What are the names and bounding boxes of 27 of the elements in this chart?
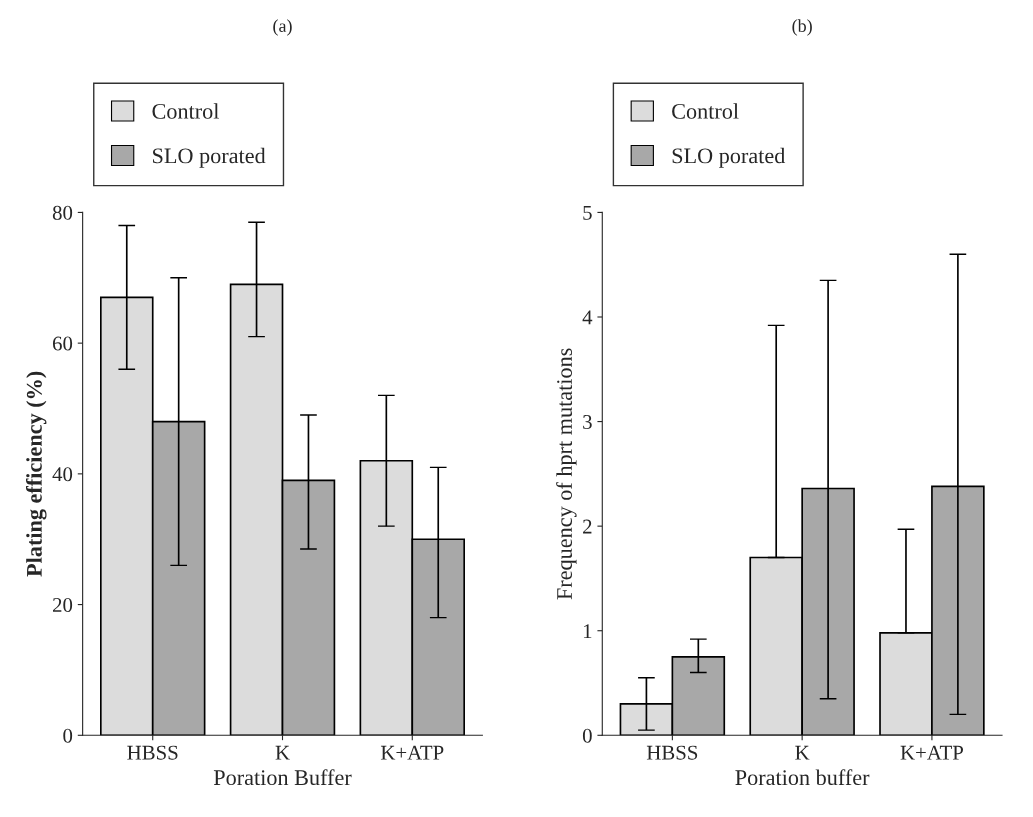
y-axis-title: Plating efficiency (%)	[25, 371, 47, 577]
x-tick-label: HBSS	[127, 745, 178, 760]
x-tick-label: HBSS	[646, 745, 698, 760]
x-tick-label: K+ATP	[900, 745, 964, 760]
legend-label: Control	[152, 103, 219, 119]
x-tick-label: K	[795, 745, 810, 760]
y-tick-label: 0	[582, 728, 592, 743]
y-tick-label: 4	[582, 310, 593, 325]
y-tick-label: 60	[52, 336, 73, 351]
y-axis-title: Frequency of hprt mutations	[556, 348, 577, 600]
y-tick-label: 0	[63, 728, 73, 743]
x-axis-title: Poration buffer	[735, 769, 870, 786]
y-tick-label: 2	[583, 519, 592, 534]
y-tick-label: 5	[583, 206, 592, 220]
legend-label: SLO porated	[153, 147, 266, 168]
x-tick-label: K+ATP	[380, 745, 444, 760]
y-tick-label: 20	[53, 597, 73, 613]
y-tick-label: 3	[583, 415, 592, 430]
y-tick-label: 80	[52, 205, 73, 220]
chart-title: (b)	[792, 19, 812, 36]
legend-label: Control	[672, 103, 739, 119]
y-tick-label: 40	[52, 467, 73, 482]
legend-label: SLO porated	[672, 147, 786, 168]
x-axis-title: Poration Buffer	[213, 769, 352, 786]
chart-title: (a)	[273, 19, 292, 36]
y-tick-label: 1	[583, 624, 592, 638]
x-tick-label: K	[275, 745, 290, 760]
